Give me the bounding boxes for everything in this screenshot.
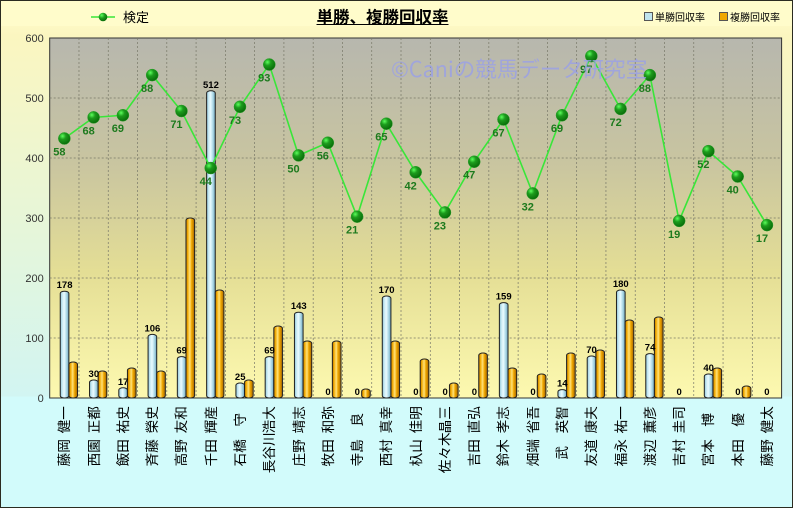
- svg-text:19: 19: [668, 229, 680, 241]
- svg-text:68: 68: [82, 125, 94, 137]
- svg-text:180: 180: [613, 279, 629, 290]
- svg-text:0: 0: [735, 387, 740, 398]
- svg-text:88: 88: [639, 83, 651, 95]
- svg-text:93: 93: [258, 73, 270, 85]
- svg-text:0: 0: [355, 387, 360, 398]
- svg-text:500: 500: [25, 93, 43, 105]
- svg-text:0: 0: [325, 387, 330, 398]
- svg-text:17: 17: [118, 377, 129, 388]
- svg-text:0: 0: [764, 387, 769, 398]
- svg-text:40: 40: [727, 185, 739, 197]
- svg-text:23: 23: [434, 220, 446, 232]
- svg-text:25: 25: [235, 372, 246, 383]
- svg-text:17: 17: [756, 233, 768, 245]
- svg-text:67: 67: [492, 127, 504, 139]
- svg-text:70: 70: [586, 345, 597, 356]
- svg-text:74: 74: [645, 343, 656, 354]
- svg-text:30: 30: [89, 369, 100, 380]
- svg-text:200: 200: [25, 273, 43, 285]
- svg-text:40: 40: [703, 363, 714, 374]
- svg-text:47: 47: [463, 170, 475, 182]
- svg-text:159: 159: [496, 292, 512, 303]
- svg-text:0: 0: [472, 387, 477, 398]
- svg-text:44: 44: [200, 176, 213, 188]
- svg-text:0: 0: [413, 387, 418, 398]
- svg-text:69: 69: [176, 346, 187, 357]
- svg-text:88: 88: [141, 83, 153, 95]
- svg-text:0: 0: [530, 387, 535, 398]
- svg-text:69: 69: [264, 346, 275, 357]
- svg-text:0: 0: [38, 393, 44, 405]
- svg-text:56: 56: [317, 151, 329, 163]
- svg-text:178: 178: [57, 280, 73, 291]
- svg-text:512: 512: [203, 80, 219, 91]
- svg-text:73: 73: [229, 115, 241, 127]
- svg-text:72: 72: [609, 117, 621, 129]
- svg-text:69: 69: [112, 123, 124, 135]
- svg-text:600: 600: [25, 33, 43, 45]
- svg-text:300: 300: [25, 213, 43, 225]
- svg-text:0: 0: [443, 387, 448, 398]
- svg-text:58: 58: [53, 146, 65, 158]
- svg-text:170: 170: [379, 285, 395, 296]
- svg-text:143: 143: [291, 301, 307, 312]
- svg-text:100: 100: [25, 333, 43, 345]
- svg-text:21: 21: [346, 225, 358, 237]
- svg-text:71: 71: [170, 119, 182, 131]
- svg-text:65: 65: [375, 132, 387, 144]
- svg-text:32: 32: [522, 201, 534, 213]
- svg-text:400: 400: [25, 153, 43, 165]
- svg-text:106: 106: [144, 323, 160, 334]
- svg-text:52: 52: [697, 159, 709, 171]
- svg-text:50: 50: [287, 163, 299, 175]
- svg-text:69: 69: [551, 123, 563, 135]
- svg-text:0: 0: [676, 387, 681, 398]
- svg-text:14: 14: [557, 379, 568, 390]
- svg-text:©Caniの競馬データ研究室: ©Caniの競馬データ研究室: [391, 53, 647, 84]
- svg-text:42: 42: [405, 180, 417, 192]
